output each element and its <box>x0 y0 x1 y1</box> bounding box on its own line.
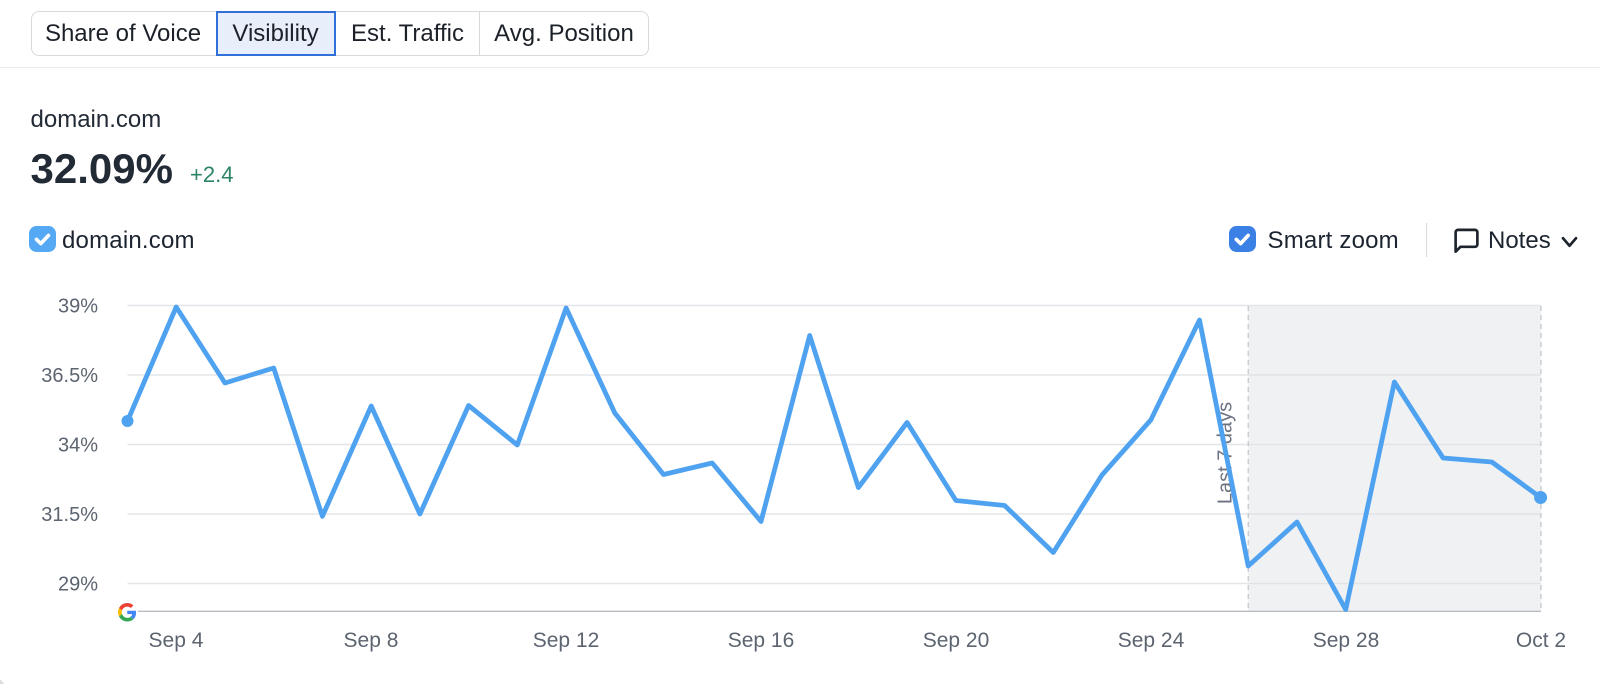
svg-text:Sep 28: Sep 28 <box>1313 629 1380 652</box>
svg-text:39%: 39% <box>58 296 98 318</box>
svg-text:Sep 8: Sep 8 <box>344 629 399 652</box>
svg-text:Sep 20: Sep 20 <box>923 629 990 652</box>
svg-text:31.5%: 31.5% <box>41 504 98 526</box>
svg-text:Sep 24: Sep 24 <box>1118 629 1185 652</box>
svg-text:Sep 16: Sep 16 <box>728 629 795 652</box>
svg-text:34%: 34% <box>58 435 98 457</box>
svg-text:29%: 29% <box>58 574 98 596</box>
svg-text:Sep 12: Sep 12 <box>533 629 600 652</box>
svg-text:36.5%: 36.5% <box>41 365 98 387</box>
svg-text:Sep 4: Sep 4 <box>149 629 204 652</box>
svg-text:Oct 2: Oct 2 <box>1516 629 1566 652</box>
